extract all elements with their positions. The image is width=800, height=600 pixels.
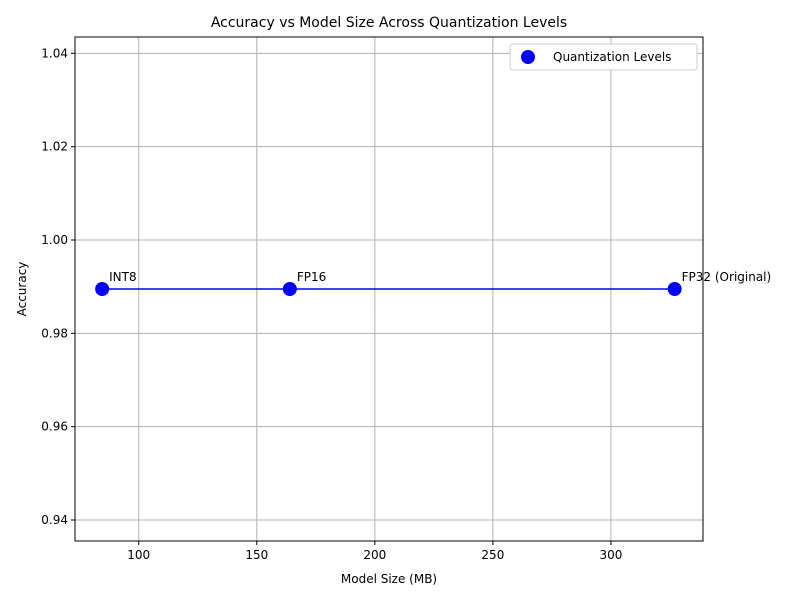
y-tick-label: 0.94 [41, 513, 68, 527]
y-tick-label: 1.02 [41, 140, 68, 154]
series-layer: INT8 FP16 FP32 (Original) [95, 270, 771, 296]
legend-marker [521, 50, 535, 64]
data-point [95, 282, 110, 296]
legend-label: Quantization Levels [553, 50, 671, 64]
y-tick-label: 0.96 [41, 420, 68, 434]
plot-frame [74, 36, 704, 542]
data-point [282, 282, 297, 296]
x-tick-label: 250 [481, 548, 504, 562]
legend: Quantization Levels [509, 43, 698, 71]
chart-title: Accuracy vs Model Size Across Quantizati… [211, 15, 567, 31]
y-axis-label: Accuracy [15, 262, 29, 317]
point-label: FP16 [297, 270, 326, 284]
y-tick-label: 0.98 [41, 326, 68, 340]
point-label: FP32 (Original) [682, 270, 772, 284]
legend-box [509, 43, 698, 71]
x-axis-label: Model Size (MB) [341, 572, 437, 586]
x-tick-label: 300 [599, 548, 622, 562]
x-tick-label: 200 [363, 548, 386, 562]
ticks: 100 150 200 250 300 0.94 0.96 0.98 1.00 1.02 1.04 [41, 46, 622, 562]
data-point [667, 282, 682, 296]
y-tick-label: 1.00 [41, 233, 68, 247]
x-tick-label: 100 [127, 548, 150, 562]
x-tick-label: 150 [245, 548, 268, 562]
point-label: INT8 [109, 270, 136, 284]
y-tick-label: 1.04 [41, 46, 68, 60]
